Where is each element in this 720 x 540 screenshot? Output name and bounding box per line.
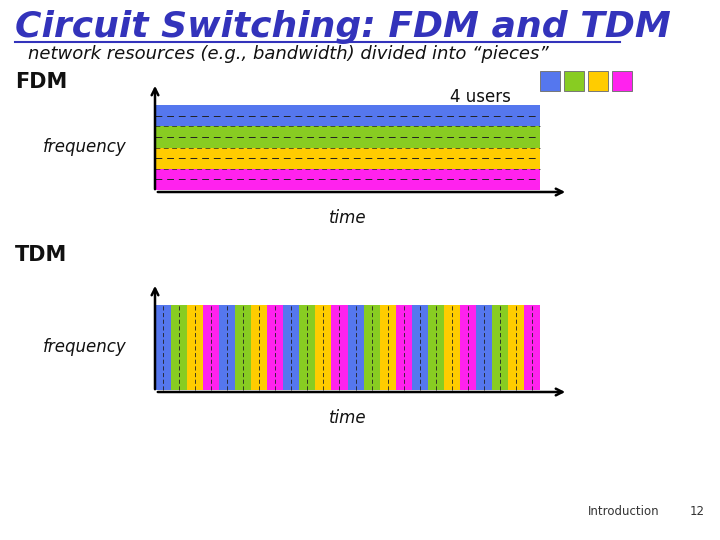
Bar bbox=[395, 305, 412, 390]
Bar bbox=[315, 305, 331, 390]
Bar bbox=[428, 305, 444, 390]
Text: time: time bbox=[329, 209, 366, 227]
Bar bbox=[331, 305, 348, 390]
Bar bbox=[540, 71, 560, 91]
Bar bbox=[524, 305, 540, 390]
Text: network resources (e.g., bandwidth) divided into “pieces”: network resources (e.g., bandwidth) divi… bbox=[28, 45, 549, 63]
Text: Circuit Switching: FDM and TDM: Circuit Switching: FDM and TDM bbox=[15, 10, 671, 44]
Bar bbox=[267, 305, 284, 390]
Bar bbox=[444, 305, 460, 390]
Text: frequency: frequency bbox=[43, 138, 127, 157]
Text: 12: 12 bbox=[690, 505, 705, 518]
Bar bbox=[219, 305, 235, 390]
Bar bbox=[612, 71, 632, 91]
Text: Introduction: Introduction bbox=[588, 505, 660, 518]
Text: time: time bbox=[329, 409, 366, 427]
Bar bbox=[203, 305, 219, 390]
Bar bbox=[379, 305, 395, 390]
Bar bbox=[155, 147, 540, 168]
Bar bbox=[348, 305, 364, 390]
Bar bbox=[492, 305, 508, 390]
Bar bbox=[155, 105, 540, 126]
Text: 4 users: 4 users bbox=[450, 88, 511, 106]
Bar bbox=[508, 305, 524, 390]
Text: FDM: FDM bbox=[15, 72, 67, 92]
Bar bbox=[155, 305, 171, 390]
Bar bbox=[300, 305, 315, 390]
Text: frequency: frequency bbox=[43, 339, 127, 356]
Bar bbox=[251, 305, 267, 390]
Bar bbox=[564, 71, 584, 91]
Bar bbox=[588, 71, 608, 91]
Text: TDM: TDM bbox=[15, 245, 67, 265]
Bar bbox=[171, 305, 187, 390]
Bar bbox=[235, 305, 251, 390]
Bar bbox=[155, 168, 540, 190]
Bar bbox=[187, 305, 203, 390]
Bar bbox=[476, 305, 492, 390]
Bar bbox=[412, 305, 428, 390]
Bar bbox=[155, 126, 540, 147]
Bar bbox=[284, 305, 300, 390]
Bar bbox=[460, 305, 476, 390]
Bar bbox=[364, 305, 379, 390]
